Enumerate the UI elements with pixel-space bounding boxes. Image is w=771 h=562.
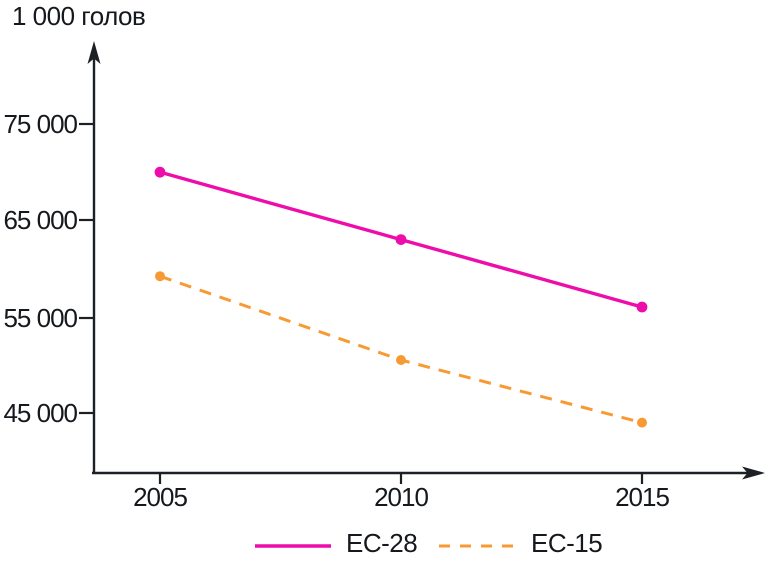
y-tick-label-65000: 65 000 [3,205,78,235]
legend-line-ec15 [439,544,515,548]
y-tick-label-55000: 55 000 [3,303,78,333]
series-line-ЕС-15 [159,274,643,425]
y-tick-label-75000: 75 000 [3,109,78,139]
legend-label-ec28: ЕС-28 [346,528,418,558]
data-point-ЕС-28 [154,166,166,178]
legend-line-ec28 [255,544,331,548]
x-tick-label-2005: 2005 [133,482,188,512]
x-tick-label-2010: 2010 [374,482,429,512]
data-point-ЕС-15 [637,417,647,428]
data-point-ЕС-15 [155,271,165,282]
x-tick-label-2015: 2015 [615,482,670,512]
x-axis-arrow-icon [742,466,765,480]
y-axis-unit-label: 1 000 голов [12,1,146,31]
series-layer [154,166,648,428]
data-point-ЕС-15 [396,355,406,366]
legend-label-ec15: ЕС-15 [531,528,603,558]
data-point-ЕС-28 [395,234,407,246]
data-point-ЕС-28 [636,301,648,313]
y-axis-arrow-icon [87,41,101,64]
y-tick-label-45000: 45 000 [3,398,78,428]
